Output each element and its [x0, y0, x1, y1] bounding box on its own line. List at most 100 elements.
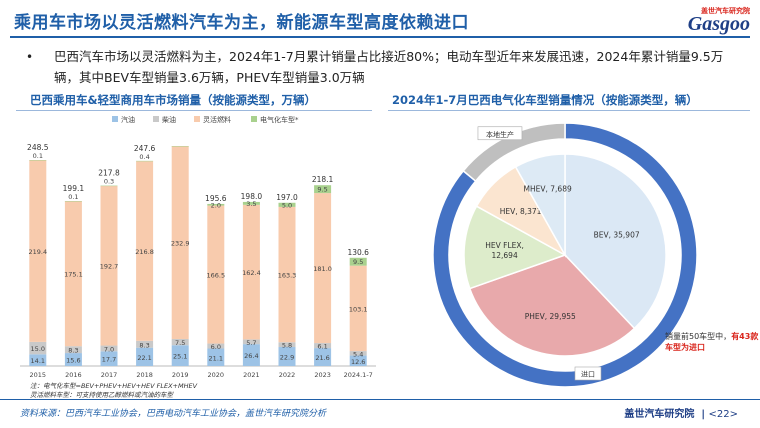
page-number: <22> — [708, 409, 738, 420]
brand-logo: 盖世汽车研究院 Gasgoo — [630, 6, 750, 36]
bar-segment — [136, 160, 154, 162]
bar-value-label: 5.8 — [282, 342, 292, 350]
pie-label: BEV, 35,907 — [594, 230, 640, 239]
bar-value-label: 7.5 — [175, 339, 185, 347]
bar-value-label: 162.4 — [242, 269, 261, 277]
bar-segment — [136, 340, 154, 348]
x-tick-label: 2015 — [30, 371, 47, 379]
bar-value-label: 0.4 — [139, 153, 149, 161]
source-note: 资料来源：巴西汽车工业协会，巴西电动汽车工业协会，盖世汽车研究院分析 — [20, 409, 327, 419]
bar-segment — [314, 193, 332, 344]
pie-label: MHEV, 7,689 — [524, 185, 572, 194]
bar-total-label: 218.1 — [312, 175, 334, 184]
bar-value-label: 103.1 — [349, 305, 368, 313]
legend-label: 汽油 — [121, 115, 135, 124]
bar-segment — [278, 202, 296, 207]
bar-total-label: 197.0 — [276, 193, 298, 202]
chart-note-1: 注：电气化车型=BEV+PHEV+HEV+HEV FLEX+MHEV — [30, 382, 198, 390]
bar-value-label: 9.5 — [317, 186, 327, 194]
left-title-divider — [16, 110, 372, 111]
bar-value-label: 232.9 — [171, 240, 190, 248]
bar-segment — [171, 338, 189, 346]
bar-value-label: 5.7 — [246, 339, 256, 347]
legend-swatch — [251, 116, 257, 122]
bullet-icon: • — [26, 50, 34, 64]
bar-value-label: 5.4 — [353, 350, 363, 358]
bar-value-label: 15.6 — [66, 357, 80, 365]
legend-swatch — [112, 116, 118, 122]
legend-swatch — [194, 116, 200, 122]
x-tick-label: 2022 — [279, 371, 296, 379]
pie-slice — [468, 254, 636, 357]
bar-segment — [29, 341, 47, 355]
x-tick-label: 2021 — [243, 371, 260, 379]
brand-caption: 盖世汽车研究院 — [701, 7, 750, 15]
bar-chart: 汽油 柴油 灵活燃料 电气化车型*14.115.0219.40.1248.520151… — [20, 115, 376, 379]
callout-highlight: 有43款车型为进口 — [665, 332, 759, 352]
bar-segment — [136, 347, 154, 366]
bar-segment — [29, 160, 47, 161]
brand-wordmark: Gasgoo — [687, 13, 750, 35]
right-chart-title: 2024年1-7月巴西电气化车型销量情况（按能源类型，辆） — [392, 93, 698, 107]
ring-segment-local — [462, 122, 566, 183]
bar-segment — [349, 351, 367, 356]
bar-segment — [314, 343, 332, 349]
bar-value-label: 9.5 — [353, 258, 363, 266]
x-tick-label: 2024.1-7 — [344, 371, 373, 379]
legend-swatch — [153, 116, 159, 122]
ring-label-import: 进口 — [581, 371, 595, 379]
x-tick-label: 2016 — [65, 371, 82, 379]
donut-chart: BEV, 35,907 PHEV, 29,955 HEV FLEX,12,694 HE… — [432, 122, 698, 388]
bar-segment — [242, 201, 260, 205]
bar-value-label: 5.0 — [282, 201, 292, 209]
page-title: 乘用车市场以灵活燃料汽车为主，新能源车型高度依赖进口 — [14, 13, 469, 33]
bar-value-label: 2.0 — [211, 201, 221, 209]
pie-slice — [514, 153, 566, 258]
left-chart-title: 巴西乘用车&轻型商用车市场销量（按能源类型，万辆） — [30, 93, 317, 107]
bar-segment — [278, 206, 296, 343]
callout-prefix: 销量前50车型中， — [665, 332, 732, 341]
bar-segment — [207, 348, 225, 366]
bar-value-label: 3.5 — [246, 200, 256, 208]
bar-segment — [349, 257, 367, 266]
ring-label-box-import — [574, 366, 602, 381]
pie-label: PHEV, 29,955 — [525, 312, 576, 321]
ring-label-local: 本地生产 — [486, 130, 514, 139]
bar-segment — [242, 344, 260, 366]
legend-label: 柴油 — [162, 115, 176, 124]
bar-value-label: 12.6 — [351, 358, 365, 366]
bar-value-label: 0.1 — [68, 193, 78, 201]
bar-value-label: 216.8 — [135, 248, 154, 256]
x-tick-label: 2023 — [314, 371, 331, 379]
bar-segment — [64, 353, 82, 366]
bar-total-label: 130.6 — [347, 248, 369, 257]
bar-segment — [29, 160, 47, 342]
bar-segment — [242, 339, 260, 345]
bar-segment — [278, 342, 296, 348]
bar-segment — [207, 203, 225, 206]
bar-segment — [207, 343, 225, 349]
bar-value-label: 21.1 — [209, 354, 223, 362]
bar-value-label: 166.5 — [206, 272, 225, 280]
title-divider — [10, 36, 750, 38]
right-title-divider — [388, 110, 750, 111]
bar-segment — [314, 348, 332, 366]
bar-segment — [64, 201, 82, 347]
bar-value-label: 17.7 — [102, 356, 116, 364]
ring-label-box-local — [477, 126, 523, 141]
bar-value-label: 192.7 — [100, 263, 119, 271]
bar-value-label: 22.1 — [137, 354, 151, 362]
ring-segment-import — [432, 122, 698, 388]
bar-segment — [171, 345, 189, 366]
bar-value-label: 219.4 — [28, 248, 47, 256]
bar-value-label: 175.1 — [64, 271, 83, 279]
bar-total-label: 195.6 — [205, 194, 227, 203]
bar-value-label: 163.3 — [278, 272, 297, 280]
bar-segment — [64, 201, 82, 202]
bar-value-label: 21.6 — [315, 354, 329, 362]
bar-segment — [29, 354, 47, 366]
x-tick-label: 2020 — [208, 371, 225, 379]
bar-segment — [100, 185, 118, 187]
bar-value-label: 8.3 — [68, 347, 78, 355]
bar-value-label: 14.1 — [31, 357, 45, 365]
